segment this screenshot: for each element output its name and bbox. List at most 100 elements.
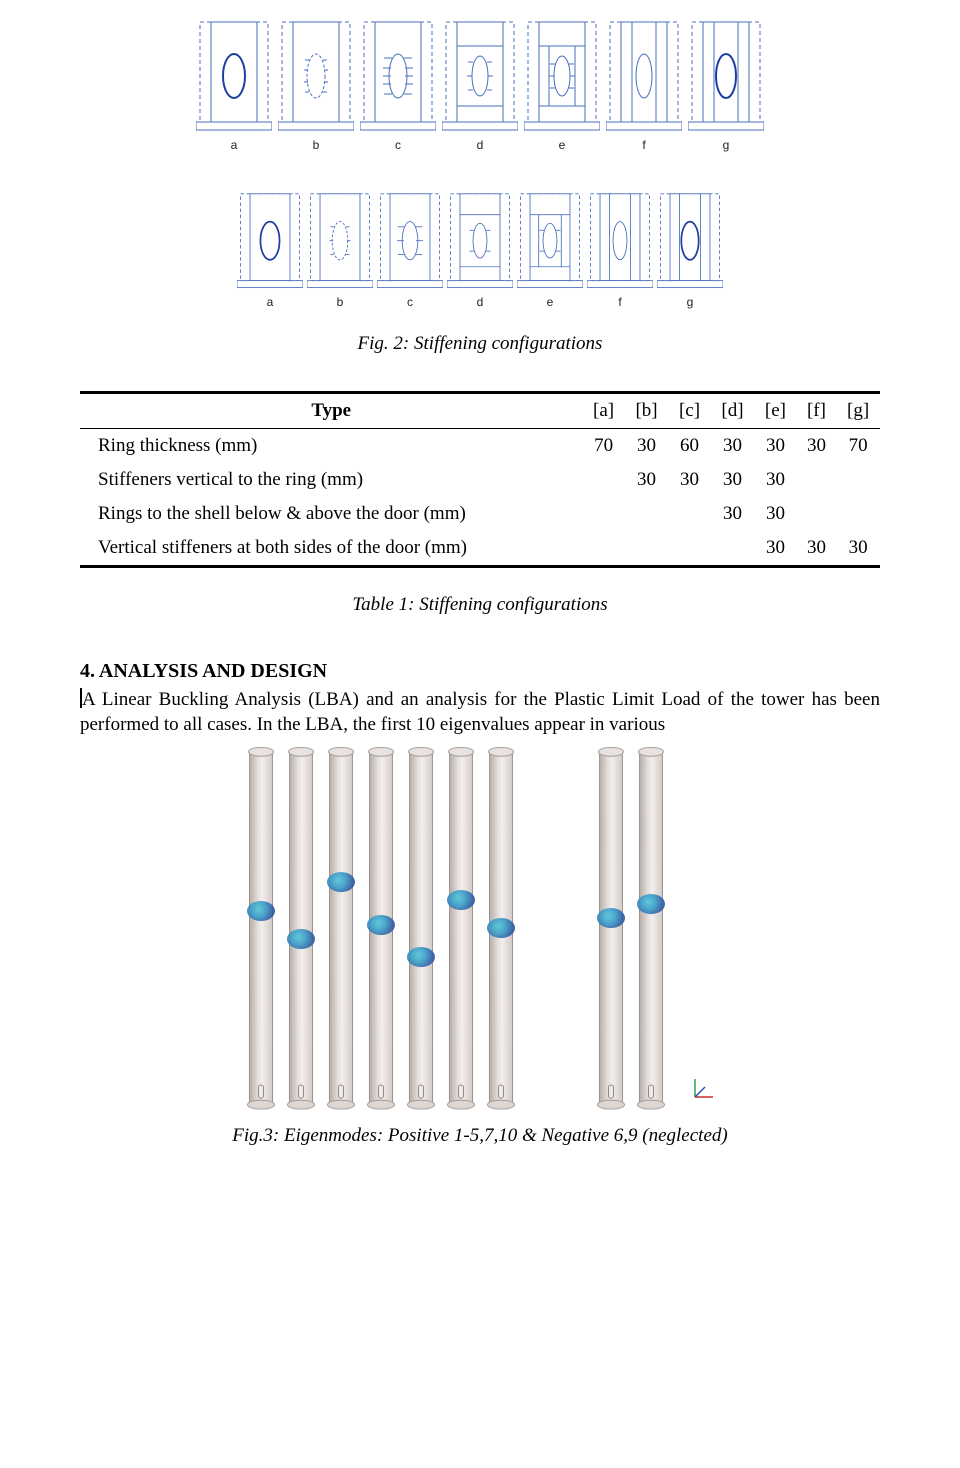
eigenmode-tower — [449, 752, 473, 1108]
table-row-label: Rings to the shell below & above the doo… — [80, 497, 582, 531]
door-opening — [258, 1085, 264, 1099]
section-paragraph-text: A Linear Buckling Analysis (LBA) and an … — [80, 689, 880, 735]
table-cell: 30 — [711, 463, 755, 497]
table-cell: 70 — [582, 429, 624, 464]
fig2-config: c — [377, 192, 443, 309]
table-col: [e] — [754, 393, 796, 429]
eigenmode-tower — [369, 752, 393, 1108]
table-cell — [582, 463, 624, 497]
table-col: [b] — [625, 393, 669, 429]
config-label: c — [407, 295, 413, 309]
table-header-row: Type [a] [b] [c] [d] [e] [f] [g] — [80, 393, 880, 429]
buckling-bulge — [447, 890, 475, 910]
eigenmode-tower — [329, 752, 353, 1108]
fig2-config: e — [524, 20, 600, 152]
fig2-config: c — [360, 20, 436, 152]
buckling-bulge — [487, 919, 515, 939]
table-cell — [668, 531, 710, 567]
table-cell: 30 — [754, 531, 796, 567]
fig2-row-top: a b — [80, 20, 880, 152]
config-diagram-d — [442, 20, 518, 135]
config-label: g — [723, 138, 730, 152]
config-label: g — [687, 295, 694, 309]
door-opening — [298, 1085, 304, 1099]
table-cell — [625, 497, 669, 531]
figure-3 — [80, 751, 880, 1107]
table-row-label: Stiffeners vertical to the ring (mm) — [80, 463, 582, 497]
table-cell — [625, 531, 669, 567]
config-label: f — [642, 138, 645, 152]
fig2-config: g — [657, 192, 723, 309]
table1-caption: Table 1: Stiffening configurations — [80, 594, 880, 616]
table-cell: 30 — [711, 497, 755, 531]
section-paragraph: A Linear Buckling Analysis (LBA) and an … — [80, 687, 880, 737]
table-cell: 30 — [625, 463, 669, 497]
fig2-config: g — [688, 20, 764, 152]
buckling-bulge — [327, 873, 355, 893]
config-label: e — [547, 295, 554, 309]
table-row-label: Vertical stiffeners at both sides of the… — [80, 531, 582, 567]
config-diagram-b — [278, 20, 354, 135]
table-row: Rings to the shell below & above the doo… — [80, 497, 880, 531]
group-gap — [521, 751, 591, 1107]
eigenmode-tower — [599, 752, 623, 1108]
door-opening — [458, 1085, 464, 1099]
table-cell: 30 — [797, 429, 837, 464]
config-label: e — [559, 138, 566, 152]
table-row: Ring thickness (mm) 70 30 60 30 30 30 70 — [80, 429, 880, 464]
table-col: [f] — [797, 393, 837, 429]
eigenmode-tower — [249, 752, 273, 1108]
buckling-bulge — [597, 908, 625, 928]
table-cell — [836, 497, 880, 531]
table-cell: 70 — [836, 429, 880, 464]
buckling-bulge — [287, 929, 315, 949]
table-cell — [836, 463, 880, 497]
config-label: c — [395, 138, 401, 152]
fig2-config: a — [237, 192, 303, 309]
table-cell: 30 — [754, 429, 796, 464]
config-diagram-g — [688, 20, 764, 135]
eigenmodes-positive-group — [241, 751, 521, 1107]
table-col: [g] — [836, 393, 880, 429]
section-heading: 4. ANALYSIS AND DESIGN — [80, 660, 880, 683]
config-diagram-e — [524, 20, 600, 135]
fig2-config: d — [447, 192, 513, 309]
table-col: [d] — [711, 393, 755, 429]
fig2-config: b — [307, 192, 373, 309]
buckling-bulge — [367, 915, 395, 935]
fig2-config: b — [278, 20, 354, 152]
buckling-bulge — [407, 947, 435, 967]
table-cell: 30 — [625, 429, 669, 464]
fig3-caption: Fig.3: Eigenmodes: Positive 1-5,7,10 & N… — [80, 1125, 880, 1147]
config-label: b — [313, 138, 320, 152]
fig2-row-bottom: a b c d e f g — [80, 192, 880, 309]
table-cell — [797, 497, 837, 531]
fig2-config: f — [606, 20, 682, 152]
door-opening — [498, 1085, 504, 1099]
door-opening — [648, 1085, 654, 1099]
table-cell: 60 — [668, 429, 710, 464]
table-cell: 30 — [797, 531, 837, 567]
table-cell — [582, 531, 624, 567]
config-label: a — [267, 295, 274, 309]
door-opening — [338, 1085, 344, 1099]
door-opening — [378, 1085, 384, 1099]
table-cell — [797, 463, 837, 497]
door-opening — [418, 1085, 424, 1099]
table-cell: 30 — [836, 531, 880, 567]
table-header-type: Type — [80, 393, 582, 429]
figure-2: a b — [80, 20, 880, 355]
fig2-config: f — [587, 192, 653, 309]
config-label: d — [477, 295, 484, 309]
config-diagram-a — [196, 20, 272, 135]
config-label: d — [477, 138, 484, 152]
config-label: a — [231, 138, 238, 152]
table-cell: 30 — [754, 463, 796, 497]
table-row: Stiffeners vertical to the ring (mm) 30 … — [80, 463, 880, 497]
table-cell — [668, 497, 710, 531]
table-cell — [711, 531, 755, 567]
table-row-label: Ring thickness (mm) — [80, 429, 582, 464]
eigenmode-tower — [289, 752, 313, 1108]
fig2-config: d — [442, 20, 518, 152]
table-cell: 30 — [668, 463, 710, 497]
